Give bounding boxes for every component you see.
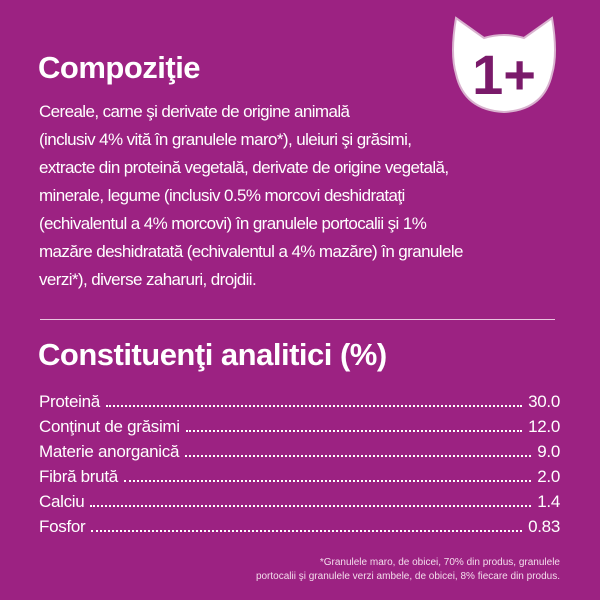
footnote-line: portocalii şi granulele verzi ambele, de… (255, 571, 560, 582)
table-row: Conţinut de grăsimi 12.0 (39, 417, 560, 442)
analytic-table: Proteină 30.0 Conţinut de grăsimi 12.0 Mat… (39, 392, 560, 542)
composition-line: (echivalentul a 4% morcovi) în granulele… (39, 214, 427, 233)
row-value: 12.0 (528, 417, 560, 436)
composition-line: mazăre deshidratată (echivalentul a 4% m… (39, 242, 463, 261)
dot-leader (91, 530, 523, 532)
table-row: Proteină 30.0 (39, 392, 560, 417)
row-label: Materie anorganică (39, 442, 180, 461)
table-row: Fosfor 0.83 (39, 517, 560, 542)
footnote-line: *Granulele maro, de obicei, 70% din prod… (319, 557, 560, 568)
row-value: 1.4 (537, 492, 560, 511)
dot-leader (123, 480, 532, 482)
composition-line: (inclusiv 4% vită în granulele maro*), u… (39, 130, 412, 149)
dot-leader (185, 455, 532, 457)
row-value: 30.0 (528, 392, 560, 411)
footnote: *Granulele maro, de obicei, 70% din prod… (256, 556, 560, 584)
composition-line: minerale, legume (inclusiv 0.5% morcovi … (39, 186, 405, 205)
composition-title: Compoziţie (38, 50, 201, 85)
row-label: Fosfor (39, 517, 86, 536)
dot-leader (185, 430, 523, 432)
age-badge-text: 1+ (472, 43, 536, 106)
composition-line: verzi*), diverse zaharuri, drojdii. (39, 270, 257, 289)
row-value: 9.0 (537, 442, 560, 461)
composition-text: Cereale, carne şi derivate de origine an… (39, 98, 559, 294)
row-value: 0.83 (528, 517, 560, 536)
composition-line: extracte din proteină vegetală, derivate… (39, 158, 449, 177)
table-row: Calciu 1.4 (39, 492, 560, 517)
row-label: Fibră brută (39, 467, 118, 486)
row-label: Conţinut de grăsimi (39, 417, 180, 436)
divider (40, 319, 555, 320)
row-value: 2.0 (537, 467, 560, 486)
table-row: Fibră brută 2.0 (39, 467, 560, 492)
analytic-title: Constituenţi analitici (%) (38, 337, 387, 372)
composition-line: Cereale, carne şi derivate de origine an… (39, 102, 350, 121)
cat-head-icon: 1+ (448, 14, 560, 116)
dot-leader (90, 505, 532, 507)
row-label: Proteină (39, 392, 100, 411)
table-row: Materie anorganică 9.0 (39, 442, 560, 467)
dot-leader (105, 405, 523, 407)
row-label: Calciu (39, 492, 85, 511)
